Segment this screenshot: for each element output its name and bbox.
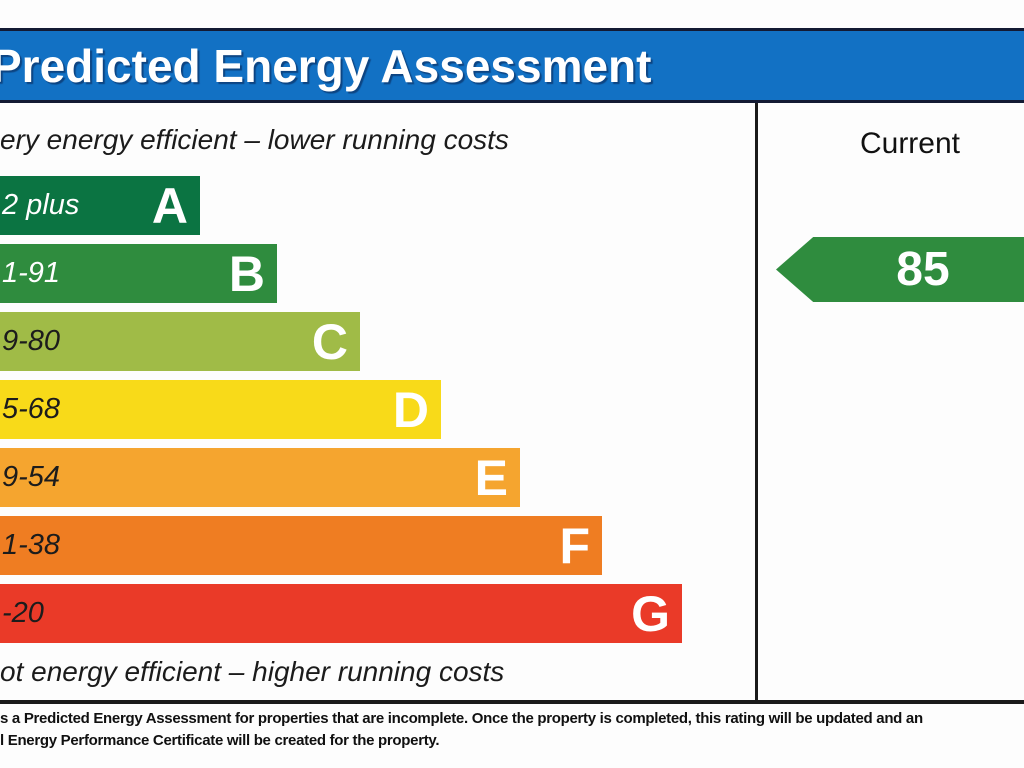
band-range-label: 9-54 (2, 461, 61, 493)
band-range-label: -20 (2, 597, 44, 629)
current-rating-arrow: 85 (776, 237, 1024, 302)
band-row-b: 1-91 B (0, 244, 277, 303)
band-letter: F (559, 517, 590, 574)
band-range-label: 1-91 (2, 257, 61, 289)
band-letter: E (474, 449, 508, 506)
efficiency-note-top: ery energy efficient – lower running cos… (0, 124, 509, 155)
footer-note: s a Predicted Energy Assessment for prop… (0, 708, 923, 752)
band-range-label: 5-68 (2, 393, 61, 425)
band-range-label: 1-38 (2, 529, 61, 561)
band-letter: C (311, 313, 348, 370)
column-divider (755, 103, 758, 704)
band-row-d: 5-68 D (0, 380, 441, 439)
band-letter: B (228, 245, 265, 302)
band-row-f: 1-38 F (0, 516, 602, 575)
band-row-e: 9-54 E (0, 448, 520, 507)
chart-bottom-border (0, 700, 1024, 704)
page-title: Predicted Energy Assessment (0, 39, 652, 92)
band-row-a: 2 plus A (0, 176, 200, 235)
band-letter: A (151, 177, 188, 234)
footer-line-2: l Energy Performance Certificate will be… (0, 732, 440, 749)
current-column: Current 85 (758, 103, 1024, 700)
energy-rating-bands: 2 plus A 1-91 B 9-80 C 5-68 D 9-54 E 1-3… (0, 176, 682, 652)
band-letter: D (392, 381, 429, 438)
footer-line-1: s a Predicted Energy Assessment for prop… (0, 710, 923, 727)
band-letter: G (631, 585, 670, 642)
band-row-c: 9-80 C (0, 312, 360, 371)
band-range-label: 2 plus (2, 189, 80, 221)
efficiency-note-bottom: ot energy efficient – higher running cos… (0, 656, 505, 687)
title-bar: Predicted Energy Assessment (0, 28, 1024, 103)
band-row-g: -20 G (0, 584, 682, 643)
current-rating-value: 85 (896, 242, 950, 296)
band-range-label: 9-80 (2, 325, 61, 357)
current-column-header: Current (859, 127, 961, 160)
